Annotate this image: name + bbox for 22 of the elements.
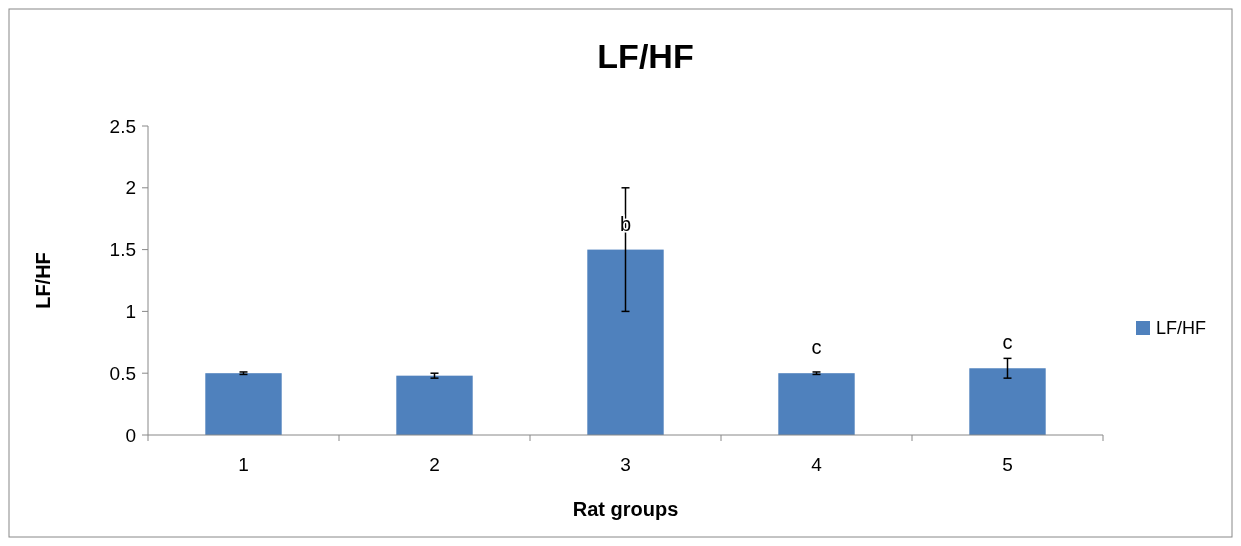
- x-tick-label: 2: [429, 454, 440, 475]
- x-tick-label: 4: [811, 454, 823, 475]
- y-axis-title: LF/HF: [32, 252, 54, 309]
- x-tick-label: 3: [620, 454, 631, 475]
- x-tick-label: 5: [1002, 454, 1013, 475]
- y-tick-label: 0.5: [109, 362, 136, 384]
- bar: [969, 368, 1046, 435]
- bar: [778, 373, 855, 435]
- y-tick-label: 2: [125, 177, 136, 199]
- y-tick-label: 2.5: [109, 115, 136, 137]
- bar: [587, 249, 664, 435]
- y-tick-label: 1: [125, 301, 136, 323]
- bar: [205, 373, 282, 435]
- annotation: c: [811, 336, 822, 359]
- bar: [396, 375, 473, 435]
- y-tick-label: 1.5: [109, 239, 136, 261]
- chart-title: LF/HF: [597, 37, 694, 75]
- x-axis-title: Rat groups: [572, 498, 679, 520]
- x-tick-label: 1: [238, 454, 249, 475]
- y-tick-label: 0: [125, 424, 136, 446]
- legend-label: LF/HF: [1156, 318, 1207, 339]
- annotation: c: [1002, 331, 1013, 354]
